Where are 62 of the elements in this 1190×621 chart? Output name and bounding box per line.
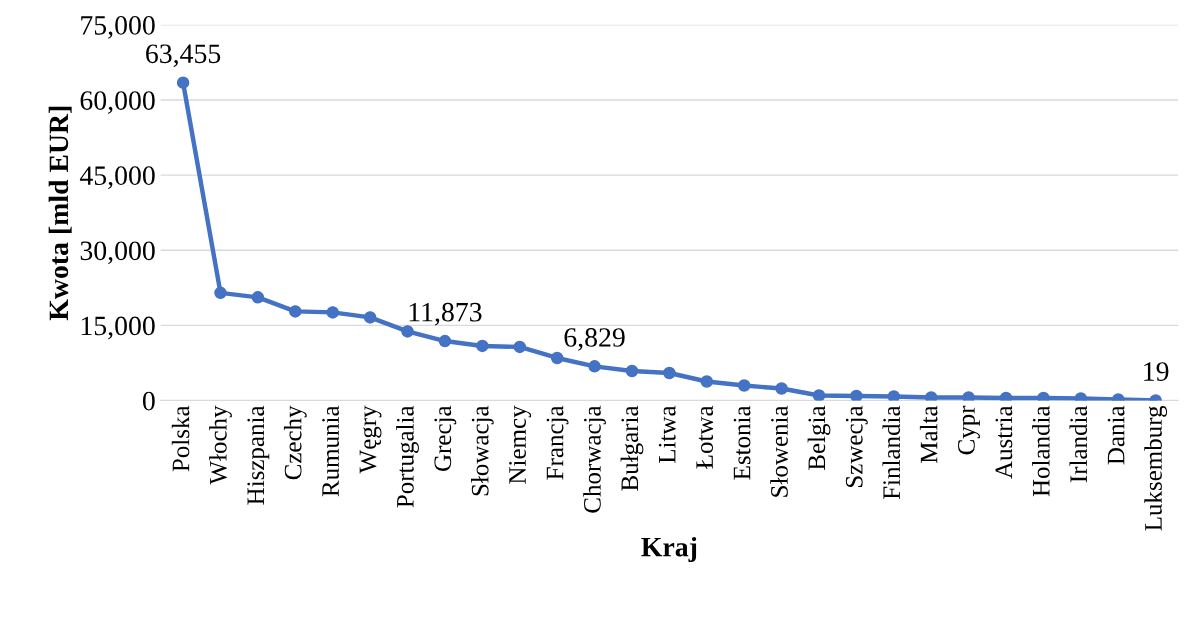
y-tick-label: 15,000 xyxy=(81,316,155,340)
point xyxy=(214,286,227,300)
x-tick-label: Malta xyxy=(919,405,938,463)
point xyxy=(363,311,377,324)
x-tick-label: Austria xyxy=(995,405,1013,479)
x-tick-label: Irlandia xyxy=(1069,405,1088,483)
point xyxy=(289,305,302,318)
point xyxy=(700,375,714,388)
x-tick-label: Luksemburg xyxy=(1144,405,1168,531)
x-tick-label: Słowenia xyxy=(770,405,788,497)
y-tick-label: 30,000 xyxy=(80,241,155,265)
point xyxy=(962,391,975,401)
point xyxy=(438,334,452,348)
point xyxy=(775,382,788,395)
point xyxy=(476,339,489,353)
x-tick-label: Grecja xyxy=(434,405,457,471)
x-tick-label: Francja xyxy=(546,405,569,480)
x-tick-label: Litwa xyxy=(658,405,676,463)
x-tick-label: Portugalia xyxy=(396,405,419,508)
point xyxy=(625,364,639,378)
x-axis-title: Kraj xyxy=(641,536,697,563)
point xyxy=(850,389,863,401)
y-axis-title: Kwota [mld EUR] xyxy=(48,106,72,321)
x-tick-label: Dania xyxy=(1107,405,1125,465)
x-tick-label: Łotwa xyxy=(696,405,714,469)
point xyxy=(887,390,901,401)
x-tick-label: Szwecja xyxy=(845,405,868,488)
x-tick-label: Chorwacja xyxy=(583,405,606,513)
point xyxy=(663,366,676,380)
y-tick-label: 60,000 xyxy=(80,91,155,114)
x-tick-label: Bułgaria xyxy=(620,405,644,491)
point xyxy=(588,360,601,373)
point xyxy=(401,325,414,338)
y-tick-label: 75,000 xyxy=(81,16,155,39)
x-tick-label: Węgry xyxy=(359,405,382,474)
x-tick-label: Rumunia xyxy=(322,405,339,497)
y-tick-label: 0 xyxy=(142,391,155,411)
x-tick-label: Włochy xyxy=(209,405,232,485)
x-tick-label: Niemcy xyxy=(509,405,532,484)
y-tick-label: 45,000 xyxy=(79,166,155,190)
point xyxy=(812,389,826,401)
point xyxy=(550,351,564,365)
point xyxy=(251,291,265,304)
data-label: 63,455 xyxy=(146,44,221,68)
x-tick-label: Cypr xyxy=(958,405,980,455)
point xyxy=(924,391,938,401)
x-tick-label: Holandia xyxy=(1032,405,1050,497)
point xyxy=(999,391,1013,401)
x-tick-label: Estonia xyxy=(733,405,751,480)
data-label: 6,829 xyxy=(564,328,625,351)
data-label: 19 xyxy=(1144,362,1169,381)
data-label: 11,873 xyxy=(409,302,482,326)
point xyxy=(1037,391,1050,401)
point xyxy=(737,379,751,392)
x-tick-label: Czechy xyxy=(283,405,307,480)
point xyxy=(326,306,339,319)
x-tick-label: Finlandia xyxy=(882,405,901,500)
x-tick-label: Słowacja xyxy=(471,405,494,496)
x-tick-label: Polska xyxy=(171,405,190,472)
x-tick-label: Belgia xyxy=(807,405,831,470)
point xyxy=(513,340,527,354)
x-tick-label: Hiszpania xyxy=(247,405,270,505)
